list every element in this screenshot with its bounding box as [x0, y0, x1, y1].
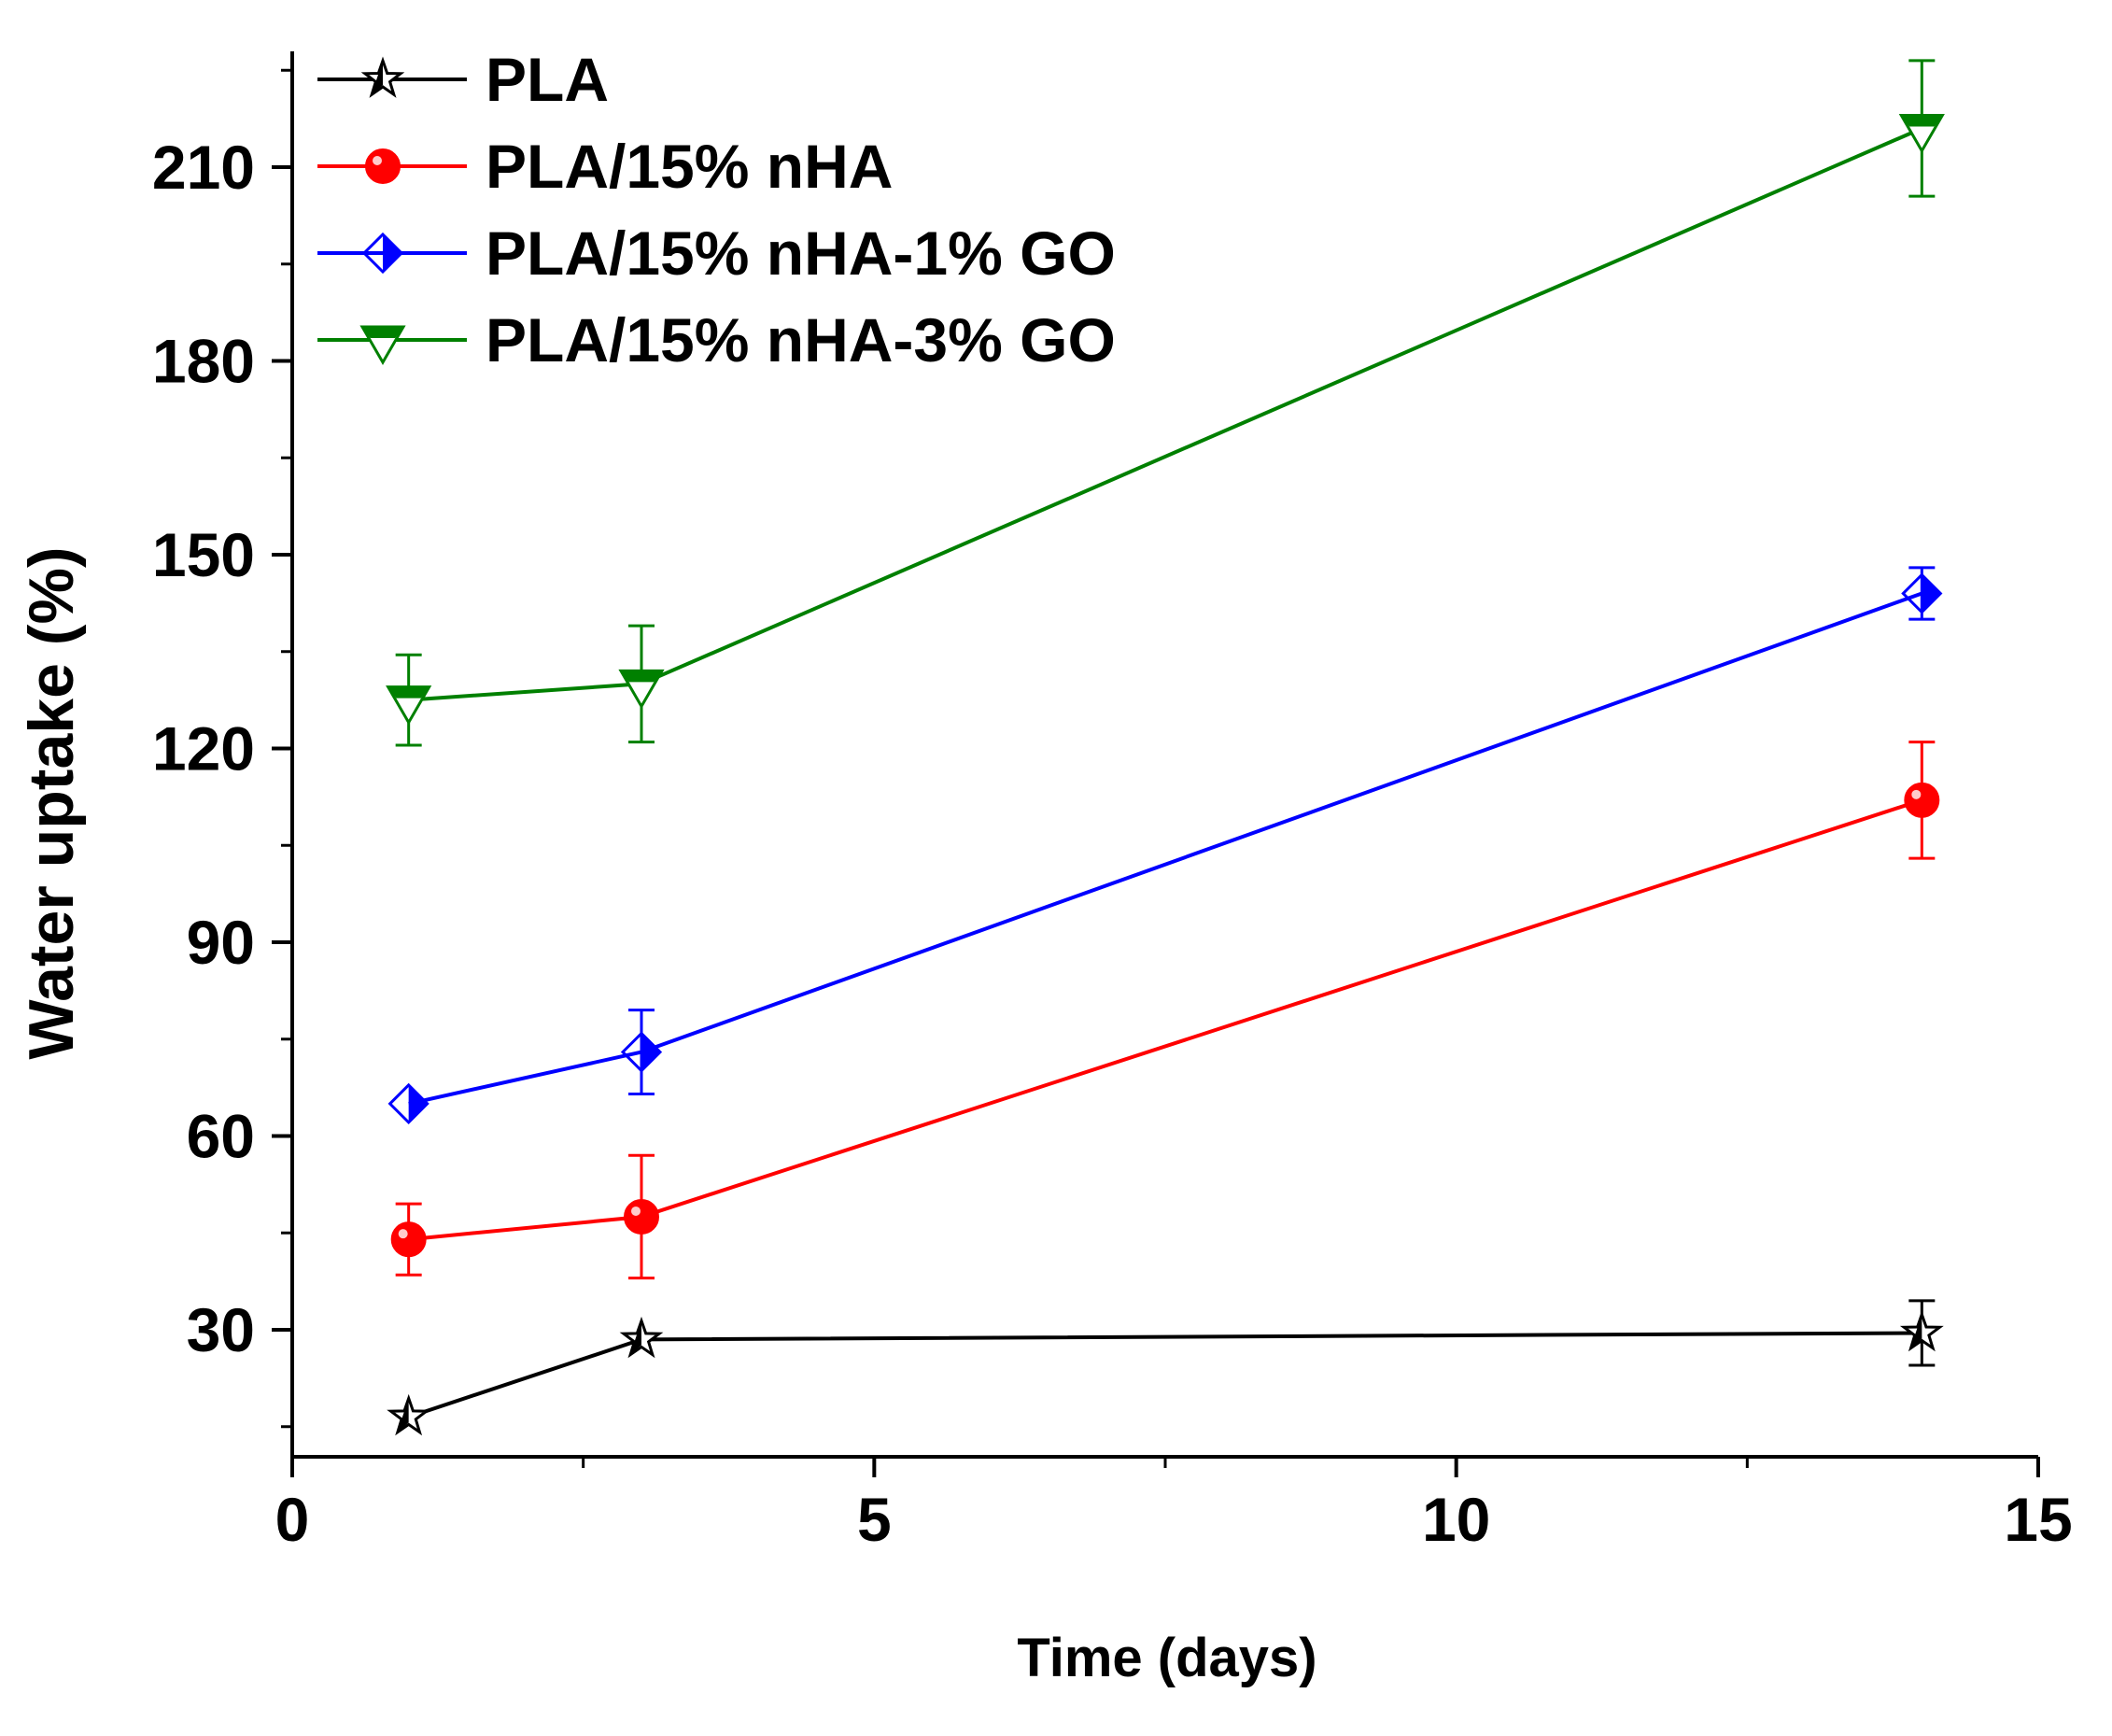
- x-tick-label: 5: [857, 1485, 892, 1554]
- star-marker: [1899, 1309, 1944, 1352]
- x-tick-label: 0: [275, 1485, 310, 1554]
- star-marker-fill: [630, 1320, 641, 1355]
- data-point-marker: [386, 685, 432, 726]
- y-tick-label: 210: [152, 133, 255, 202]
- data-point-marker: [1899, 1309, 1944, 1352]
- data-point-marker: [1904, 782, 1940, 818]
- series-0: [387, 1299, 1944, 1436]
- axes: 0 5 10 15 30 60 90 120 150 180 210: [152, 51, 2073, 1554]
- diamond-marker: [1901, 572, 1943, 614]
- x-tick-label: 15: [2004, 1485, 2072, 1554]
- star-marker-fill: [1910, 1314, 1922, 1348]
- diamond-marker-fill: [641, 1033, 660, 1071]
- circle-marker-highlight: [631, 1206, 641, 1216]
- triangle-marker-fill: [1901, 115, 1943, 127]
- data-point-marker: [360, 56, 405, 98]
- y-tick-label: 30: [187, 1295, 255, 1364]
- x-axis-label: Time (days): [1017, 1628, 1316, 1688]
- legend-entry: PLA/15% nHA-3% GO: [317, 305, 1116, 374]
- triangle-marker-fill: [621, 670, 662, 683]
- diamond-marker: [387, 1082, 429, 1125]
- series-layer: [386, 59, 1945, 1436]
- data-point-marker: [390, 1221, 427, 1258]
- diamond-marker: [620, 1031, 663, 1073]
- data-point-marker: [1901, 572, 1943, 614]
- series-3: [386, 59, 1945, 747]
- circle-marker-highlight: [373, 156, 382, 165]
- series-line: [408, 126, 1923, 702]
- legend-label: PLA/15% nHA-3% GO: [486, 305, 1116, 374]
- legend-label: PLA/15% nHA: [486, 132, 893, 201]
- legend: PLA PLA/15% nHA PLA/15% nHA-1% GO PLA/15% n…: [317, 45, 1116, 374]
- legend-entry: PLA/15% nHA-1% GO: [317, 219, 1116, 288]
- diamond-marker: [361, 232, 404, 275]
- circle-marker: [390, 1221, 427, 1258]
- data-point-marker: [359, 325, 406, 365]
- data-point-marker: [387, 1082, 429, 1125]
- circle-marker: [1904, 782, 1940, 818]
- series-1: [390, 741, 1940, 1280]
- diamond-marker-fill: [1922, 574, 1941, 613]
- star-marker-fill: [372, 61, 383, 94]
- circle-marker-highlight: [398, 1229, 408, 1239]
- y-axis-label: Water uptake (%): [16, 546, 87, 1059]
- data-point-marker: [618, 669, 665, 710]
- data-point-marker: [387, 1393, 431, 1436]
- y-tick-label: 90: [187, 908, 255, 977]
- legend-label: PLA: [486, 45, 609, 114]
- x-tick-label: 10: [1422, 1485, 1490, 1554]
- y-tick-label: 120: [152, 714, 255, 783]
- triangle-marker-fill: [387, 686, 429, 699]
- diamond-marker-fill: [408, 1084, 428, 1122]
- diamond-marker-fill: [383, 234, 401, 272]
- data-point-marker: [361, 232, 404, 275]
- y-tick-label: 60: [187, 1102, 255, 1171]
- legend-entry: PLA: [317, 45, 609, 114]
- circle-marker: [624, 1198, 659, 1235]
- circle-marker-highlight: [1911, 789, 1922, 799]
- circle-marker: [365, 148, 401, 184]
- star-marker-fill: [397, 1398, 409, 1433]
- y-tick-label: 180: [152, 327, 255, 396]
- data-point-marker: [624, 1198, 659, 1235]
- data-point-marker: [1898, 114, 1945, 154]
- triangle-marker-fill: [362, 327, 403, 338]
- data-point-marker: [620, 1031, 663, 1073]
- data-point-marker: [619, 1316, 664, 1359]
- legend-label: PLA/15% nHA-1% GO: [486, 219, 1116, 288]
- series-2: [387, 566, 1943, 1125]
- legend-entry: PLA/15% nHA: [317, 132, 893, 201]
- data-point-marker: [365, 148, 401, 184]
- y-tick-label: 150: [152, 520, 255, 589]
